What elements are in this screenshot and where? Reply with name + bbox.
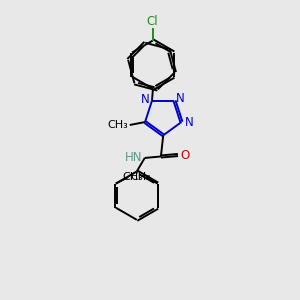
- Text: N: N: [176, 92, 185, 105]
- Text: HN: HN: [125, 152, 142, 164]
- Text: CH₃: CH₃: [130, 172, 151, 182]
- Text: N: N: [141, 93, 150, 106]
- Text: Cl: Cl: [146, 14, 158, 28]
- Text: N: N: [184, 116, 193, 129]
- Text: O: O: [181, 148, 190, 161]
- Text: CH₃: CH₃: [107, 120, 128, 130]
- Text: CH₃: CH₃: [122, 172, 143, 182]
